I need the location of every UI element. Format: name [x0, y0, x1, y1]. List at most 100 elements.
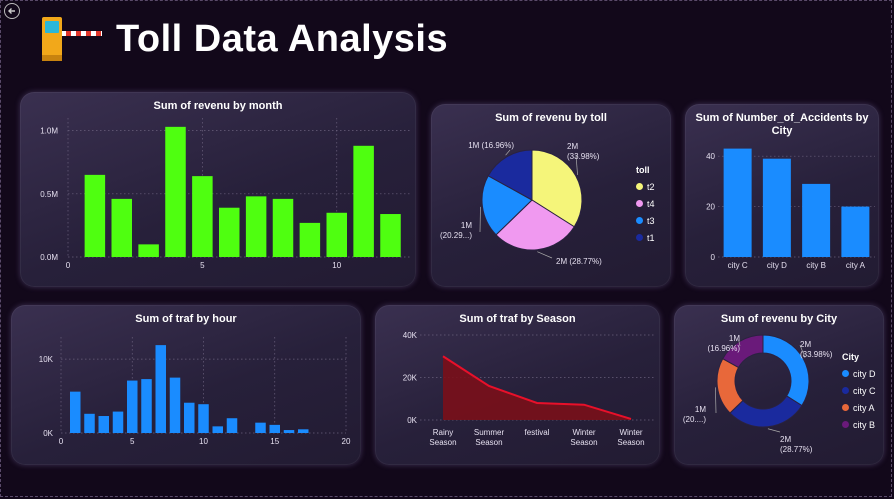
legend-label: city D	[853, 368, 876, 379]
x-tick-label: 0	[66, 261, 71, 270]
legend-item[interactable]: city C	[842, 382, 876, 399]
legend-label: city B	[853, 419, 876, 430]
legend-item[interactable]: t3	[636, 212, 655, 229]
data-label: 2M	[780, 435, 791, 444]
y-tick-label: 0.0M	[40, 253, 58, 262]
y-tick-label: 0.5M	[40, 190, 58, 199]
legend-label: t3	[647, 215, 655, 226]
page-title: Toll Data Analysis	[116, 17, 449, 60]
bar-6	[141, 379, 152, 433]
x-tick-label: city B	[806, 261, 826, 270]
x-tick-label: city A	[846, 261, 866, 270]
legend-title: toll	[636, 165, 650, 175]
bar-10	[326, 212, 347, 257]
card-traffic-by-hour[interactable]: Sum of traf by hour 0K 10K 0 5 10 15 20	[11, 305, 361, 465]
bar-14	[255, 422, 266, 433]
x-tick-label: Rainy	[433, 428, 453, 437]
x-tick-label: 10	[199, 437, 208, 446]
y-tick-label: 40K	[403, 331, 418, 340]
slice-t4	[495, 199, 575, 251]
bar-city-C	[723, 148, 752, 257]
x-tick-label: Season	[429, 438, 456, 447]
bar-4	[165, 126, 186, 257]
legend-item[interactable]: t2	[636, 178, 655, 195]
slice-t3	[481, 175, 533, 236]
x-tick-label: 5	[130, 437, 135, 446]
chart-title: Sum of traf by Season	[459, 313, 576, 325]
legend-label: city A	[853, 402, 875, 413]
bar-7	[245, 196, 267, 257]
legend-label: t2	[647, 181, 655, 192]
data-label: (16.96%)	[708, 344, 741, 353]
legend-swatch	[636, 234, 643, 241]
x-tick-label: 20	[342, 437, 351, 446]
data-label: (28.77%)	[780, 445, 813, 454]
bar-city-D	[762, 158, 791, 257]
chart-title-line-2: City	[771, 125, 793, 137]
legend-item[interactable]: city D	[842, 365, 876, 382]
toll-legend: toll t2 t4 t3 t1	[636, 165, 655, 246]
x-tick-label: Season	[570, 438, 597, 447]
back-button[interactable]	[4, 3, 20, 19]
card-revenue-by-city[interactable]: Sum of revenu by City 2M (33.98%) 2M (28.77…	[674, 305, 884, 465]
bar-3	[98, 416, 109, 433]
bar-city-A	[841, 206, 870, 257]
bar-8	[272, 198, 294, 257]
x-tick-label: 0	[59, 437, 64, 446]
y-tick-label: 20	[706, 203, 715, 212]
x-tick-label: Summer	[474, 428, 505, 437]
city-legend: City city D city C city A city B	[842, 352, 876, 433]
bar-3	[138, 244, 159, 257]
legend-item[interactable]: city A	[842, 399, 876, 416]
bar-6	[219, 207, 240, 257]
data-label: 2M	[567, 142, 578, 151]
bar-15	[269, 424, 280, 433]
data-label: 1M	[695, 405, 706, 414]
legend-swatch	[842, 370, 849, 377]
legend-item[interactable]: t1	[636, 229, 655, 246]
card-accidents-by-city[interactable]: Sum of Number_of_Accidents by City 0 20 40…	[685, 104, 879, 287]
bar-8	[169, 377, 181, 433]
bar-2	[111, 198, 132, 257]
card-revenue-by-month[interactable]: Sum of revenu by month 0.0M 0.5M 1.0M 0 5 10	[20, 92, 416, 287]
chart-title: Sum of revenu by toll	[495, 112, 607, 124]
x-tick-label: festival	[525, 428, 550, 437]
bar-9	[299, 222, 321, 257]
legend-title: City	[842, 352, 860, 362]
x-tick-label: 10	[332, 261, 341, 270]
legend-label: city C	[853, 385, 876, 396]
x-tick-label: city C	[728, 261, 748, 270]
arrow-left-icon	[8, 8, 15, 14]
x-tick-label: city D	[767, 261, 787, 270]
slice-t1	[487, 149, 533, 201]
legend-item[interactable]: city B	[842, 416, 876, 433]
leader-line	[575, 154, 578, 175]
data-label: (33.98%)	[567, 152, 600, 161]
legend-label: t1	[647, 232, 655, 243]
leader-line	[799, 344, 806, 358]
page-header: Toll Data Analysis	[40, 14, 448, 64]
x-tick-label: Winter	[619, 428, 642, 437]
bar-5	[192, 176, 213, 257]
bar-16	[283, 430, 295, 433]
bar-17	[298, 429, 309, 433]
leader-line	[738, 339, 741, 347]
hour-chart: 0K 10K 0 5 10 15 20	[39, 337, 351, 446]
legend-swatch	[636, 217, 643, 224]
bar-12	[226, 418, 238, 433]
y-tick-label: 1.0M	[40, 127, 58, 136]
y-tick-label: 0	[711, 253, 716, 262]
bar-4	[112, 411, 124, 433]
card-revenue-by-toll[interactable]: Sum of revenu by toll 2M (33.98%) 2M (28.7…	[431, 104, 671, 287]
bar-1	[84, 174, 106, 257]
legend-item[interactable]: t4	[636, 195, 655, 212]
legend-swatch	[842, 421, 849, 428]
data-label: (20.29...)	[440, 231, 472, 240]
y-tick-label: 10K	[39, 355, 54, 364]
legend-swatch	[636, 183, 643, 190]
toll-gate-icon	[42, 17, 102, 61]
card-traffic-by-season[interactable]: Sum of traf by Season 0K 20K 40K Rainy Seaso…	[375, 305, 660, 465]
chart-title-line-1: Sum of Number_of_Accidents by	[695, 112, 869, 124]
series-line	[442, 355, 632, 420]
